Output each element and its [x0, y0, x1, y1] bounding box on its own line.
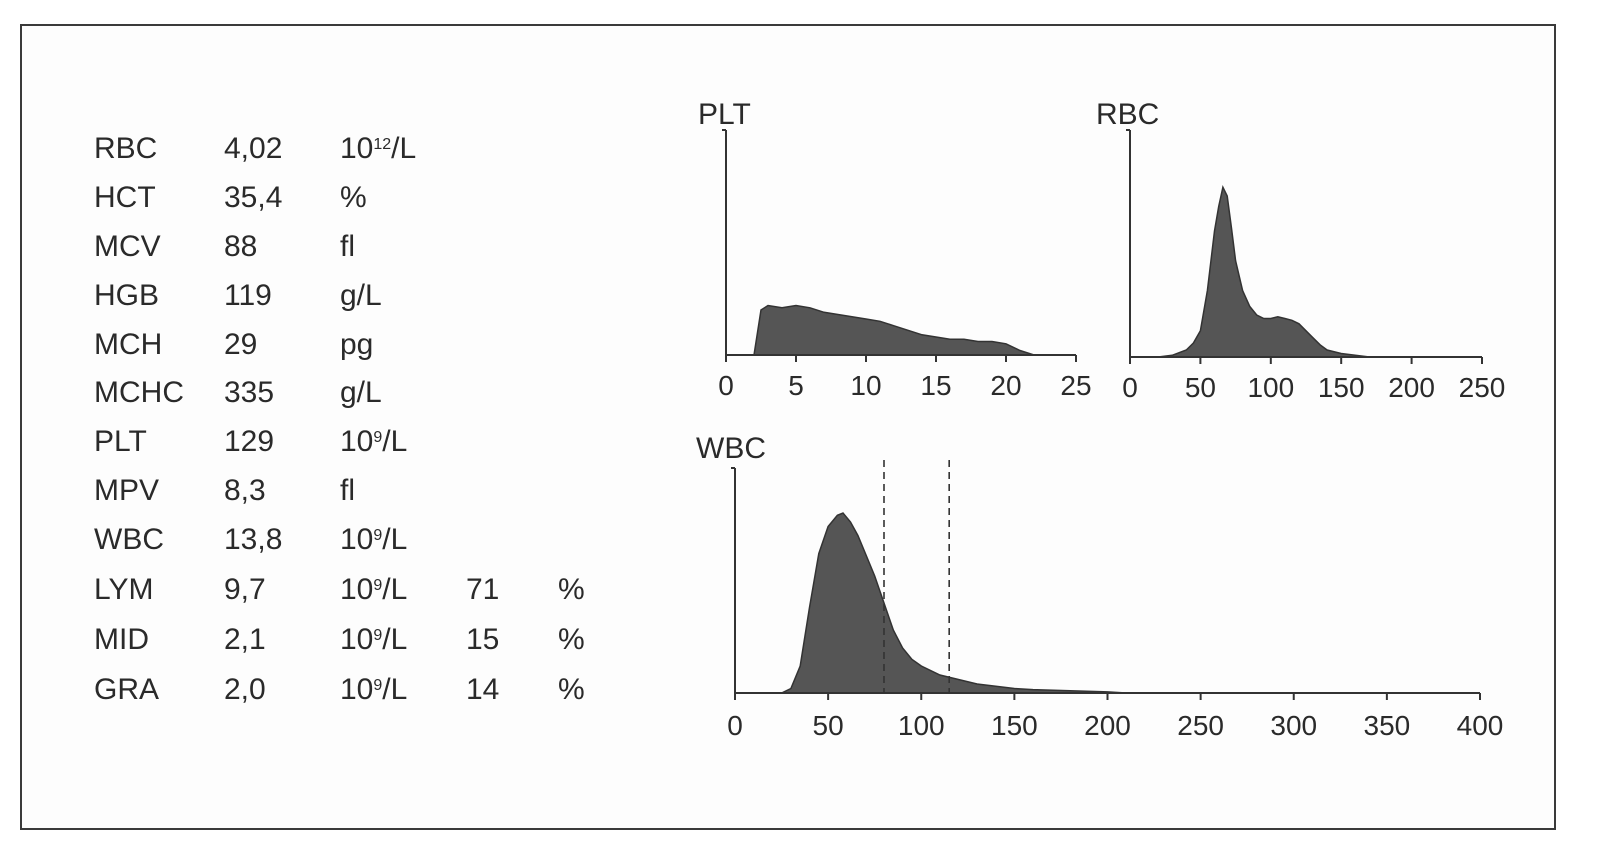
x-tick-label: 250: [1459, 372, 1506, 403]
unit-base: g/L: [340, 279, 382, 312]
unit-tail: /L: [382, 523, 408, 556]
result-name: WBC: [94, 523, 164, 556]
x-tick-label: 0: [718, 370, 734, 401]
result-name: RBC: [94, 132, 158, 165]
result-unit: fl: [340, 476, 355, 506]
unit-tail: /L: [382, 623, 408, 656]
x-tick-label: 20: [990, 370, 1021, 401]
result-name: PLT: [94, 425, 147, 458]
result-unit: 109/L: [340, 575, 407, 605]
unit-base: 10: [340, 673, 374, 706]
result-unit: 109/L: [340, 675, 407, 705]
result-value: 129: [224, 425, 275, 458]
unit-exponent: 9: [373, 429, 383, 446]
result-percent: 71: [466, 573, 500, 606]
unit-base: 10: [340, 425, 374, 458]
unit-exponent: 9: [373, 527, 383, 544]
result-name: GRA: [94, 673, 160, 706]
result-unit: 109/L: [340, 625, 407, 655]
result-name: LYM: [94, 573, 154, 606]
chart-title: RBC: [1096, 98, 1159, 131]
result-value: 13,8: [224, 523, 283, 556]
unit-base: %: [340, 181, 367, 214]
result-value: 2,0: [224, 673, 266, 706]
unit-base: 10: [340, 132, 374, 165]
x-tick-label: 5: [788, 370, 804, 401]
x-tick-label: 400: [1457, 710, 1504, 741]
result-name: HCT: [94, 181, 156, 214]
result-name: MCV: [94, 230, 161, 263]
result-unit: 1012/L: [340, 134, 416, 164]
unit-exponent: 9: [373, 677, 383, 694]
unit-exponent: 9: [373, 577, 383, 594]
unit-tail: /L: [382, 673, 408, 706]
result-unit: g/L: [340, 281, 382, 311]
report-frame: [20, 24, 1556, 830]
result-value: 88: [224, 230, 258, 263]
x-tick-label: 200: [1388, 372, 1435, 403]
result-percent-unit: %: [558, 623, 585, 656]
result-unit: %: [340, 183, 367, 213]
x-tick-label: 0: [727, 710, 743, 741]
x-tick-label: 50: [1185, 372, 1216, 403]
result-value: 9,7: [224, 573, 266, 606]
result-unit: 109/L: [340, 427, 407, 457]
x-tick-label: 150: [991, 710, 1038, 741]
result-name: MCHC: [94, 376, 184, 409]
unit-base: fl: [340, 230, 355, 263]
unit-tail: /L: [391, 132, 417, 165]
unit-base: 10: [340, 573, 374, 606]
result-percent: 14: [466, 673, 500, 706]
unit-tail: /L: [382, 425, 408, 458]
x-tick-label: 50: [813, 710, 844, 741]
x-tick-label: 250: [1177, 710, 1224, 741]
histogram-area: [726, 304, 1076, 356]
result-percent-unit: %: [558, 673, 585, 706]
x-tick-label: 15: [920, 370, 951, 401]
result-name: HGB: [94, 279, 160, 312]
x-tick-label: 300: [1270, 710, 1317, 741]
histogram-area: [735, 512, 1480, 694]
result-percent-unit: %: [558, 573, 585, 606]
result-name: MID: [94, 623, 149, 656]
result-unit: pg: [340, 330, 373, 360]
result-unit: fl: [340, 232, 355, 262]
chart-title: WBC: [696, 432, 766, 465]
result-value: 119: [224, 279, 272, 312]
unit-exponent: 12: [373, 136, 392, 153]
x-tick-label: 200: [1084, 710, 1131, 741]
result-name: MCH: [94, 328, 163, 361]
x-tick-label: 10: [850, 370, 881, 401]
x-tick-label: 150: [1318, 372, 1365, 403]
result-value: 2,1: [224, 623, 266, 656]
x-tick-label: 0: [1122, 372, 1138, 403]
unit-base: 10: [340, 523, 374, 556]
unit-base: g/L: [340, 376, 382, 409]
x-tick-label: 25: [1060, 370, 1091, 401]
result-value: 29: [224, 328, 258, 361]
result-name: MPV: [94, 474, 160, 507]
unit-base: 10: [340, 623, 374, 656]
result-value: 8,3: [224, 474, 266, 507]
result-unit: 109/L: [340, 525, 407, 555]
unit-exponent: 9: [373, 627, 383, 644]
x-tick-label: 350: [1364, 710, 1411, 741]
unit-tail: /L: [382, 573, 408, 606]
result-percent: 15: [466, 623, 500, 656]
unit-base: pg: [340, 328, 374, 361]
x-tick-label: 100: [1247, 372, 1294, 403]
result-value: 335: [224, 376, 275, 409]
result-value: 35,4: [224, 181, 283, 214]
chart-title: PLT: [698, 98, 751, 131]
x-tick-label: 100: [898, 710, 945, 741]
unit-base: fl: [340, 474, 355, 507]
result-value: 4,02: [224, 132, 283, 165]
result-unit: g/L: [340, 378, 382, 408]
histogram-area: [1130, 185, 1482, 358]
